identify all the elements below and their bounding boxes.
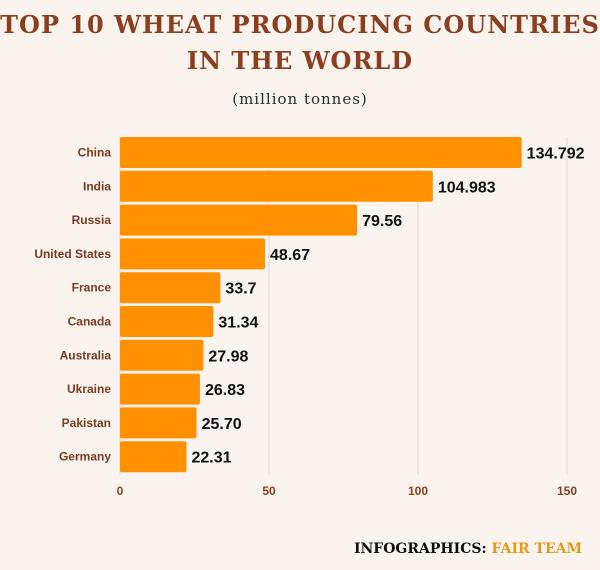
- category-label: Ukraine: [67, 382, 111, 396]
- category-label: Australia: [60, 348, 112, 362]
- credit-brand: FAIR TEAM: [491, 541, 583, 557]
- x-tick-label: 100: [408, 484, 428, 498]
- bar: [120, 204, 358, 236]
- x-tick-label: 50: [262, 484, 276, 498]
- chart-title-line-2: IN THE WORLD: [186, 46, 414, 75]
- bar: [120, 272, 221, 304]
- bar: [120, 306, 214, 337]
- value-label: 31.34: [218, 315, 258, 332]
- category-label: China: [78, 146, 112, 160]
- category-label: India: [83, 179, 111, 193]
- value-label: 134.792: [527, 146, 585, 163]
- category-label: Germany: [59, 450, 111, 464]
- value-label: 26.83: [205, 382, 245, 399]
- x-tick-label: 150: [557, 484, 577, 498]
- bar: [120, 339, 204, 371]
- value-label: 22.31: [191, 450, 231, 467]
- bar: [120, 407, 197, 439]
- value-label: 25.70: [202, 416, 242, 433]
- category-label: Russia: [72, 213, 112, 227]
- value-label: 27.98: [208, 348, 248, 365]
- value-label: 33.7: [225, 281, 256, 298]
- value-label: 79.56: [362, 213, 402, 230]
- chart-title-line-1: TOP 10 WHEAT PRODUCING COUNTRIES: [0, 10, 600, 39]
- category-label: United States: [34, 247, 111, 261]
- bar: [120, 373, 200, 405]
- bar: [120, 170, 433, 202]
- chart-subtitle: (million tonnes): [232, 90, 368, 108]
- x-tick-label: 0: [117, 484, 124, 498]
- category-label: France: [72, 281, 112, 295]
- value-label: 48.67: [270, 247, 310, 264]
- category-label: Pakistan: [62, 416, 111, 430]
- value-label: 104.983: [438, 179, 496, 196]
- category-label: Canada: [68, 315, 112, 329]
- bar: [120, 137, 522, 168]
- credit-line: INFOGRAPHICS: FAIR TEAM: [354, 541, 582, 557]
- bar: [120, 441, 187, 473]
- bar: [120, 238, 266, 270]
- credit-prefix: INFOGRAPHICS:: [353, 541, 487, 557]
